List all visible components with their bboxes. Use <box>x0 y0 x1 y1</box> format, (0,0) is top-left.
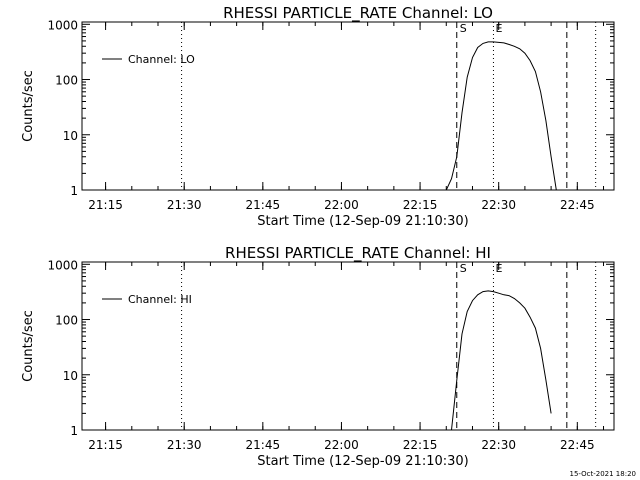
x-tick-label: 22:45 <box>560 438 595 452</box>
x-axis-label: Start Time (12-Sep-09 21:10:30) <box>257 454 468 469</box>
marker-label: S <box>460 22 467 35</box>
x-tick-label: 21:45 <box>246 438 281 452</box>
x-tick-label: 22:30 <box>481 438 516 452</box>
x-tick-label: 22:30 <box>481 198 516 212</box>
x-tick-label: 22:15 <box>403 198 438 212</box>
plot-frame <box>81 261 615 431</box>
x-tick-label: 21:30 <box>167 198 202 212</box>
plot-frame <box>81 21 615 191</box>
marker-label: E <box>495 22 502 35</box>
x-tick-label: 21:15 <box>88 198 123 212</box>
x-axis-label: Start Time (12-Sep-09 21:10:30) <box>257 214 468 229</box>
marker-label: S <box>460 262 467 275</box>
x-tick-label: 22:00 <box>324 198 359 212</box>
marker-label: E <box>495 262 502 275</box>
y-tick-label: 100 <box>55 74 78 88</box>
x-tick-label: 21:30 <box>167 438 202 452</box>
y-axis-label: Counts/sec <box>21 70 36 142</box>
series-line <box>451 290 552 430</box>
generation-timestamp: 15-Oct-2021 18:20 <box>570 470 636 478</box>
y-tick-label: 1 <box>70 424 78 438</box>
y-tick-label: 10 <box>63 129 78 143</box>
y-axis-label: Counts/sec <box>21 310 36 382</box>
x-tick-label: 21:45 <box>246 198 281 212</box>
series-line <box>445 41 557 190</box>
y-tick-label: 10 <box>63 369 78 383</box>
legend-entry: Channel: LO <box>128 53 195 66</box>
x-tick-label: 22:45 <box>560 198 595 212</box>
x-tick-label: 22:15 <box>403 438 438 452</box>
x-tick-label: 21:15 <box>88 438 123 452</box>
y-tick-label: 1 <box>70 184 78 198</box>
y-tick-label: 1000 <box>47 18 78 32</box>
chart-title: RHESSI PARTICLE_RATE Channel: LO <box>223 4 493 23</box>
legend-entry: Channel: HI <box>128 293 192 306</box>
y-tick-label: 100 <box>55 314 78 328</box>
x-tick-label: 22:00 <box>324 438 359 452</box>
y-tick-label: 1000 <box>47 258 78 272</box>
hi-channel-panel: RHESSI PARTICLE_RATE Channel: HI 1 10 100 10… <box>21 244 615 469</box>
lo-channel-panel: RHESSI PARTICLE_RATE Channel: LO 1 10 100 10… <box>21 4 615 229</box>
chart-title: RHESSI PARTICLE_RATE Channel: HI <box>225 244 491 263</box>
